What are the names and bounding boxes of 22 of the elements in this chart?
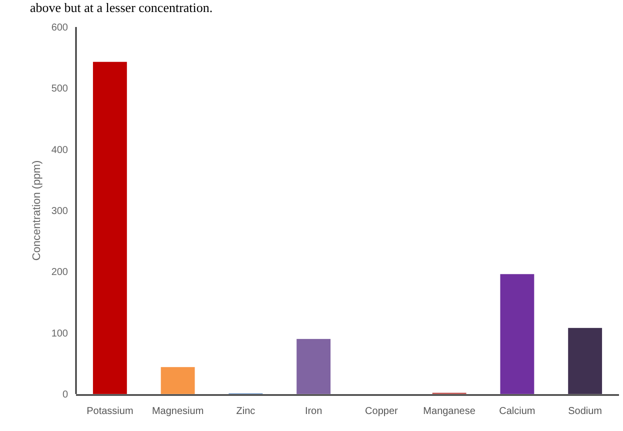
x-tick-label: Sodium (568, 406, 602, 417)
x-tick-label: Manganese (423, 406, 476, 417)
y-tick-label: 100 (51, 328, 68, 340)
y-tick-label: 500 (51, 84, 68, 95)
x-tick-label: Calcium (499, 406, 536, 417)
bar (500, 274, 534, 394)
y-tick-label: 300 (51, 206, 68, 217)
y-tick-label: 200 (51, 267, 68, 278)
y-axis-title: Concentration (ppm) (31, 160, 43, 261)
text: above but at a lesser concentration. (30, 0, 213, 15)
x-tick-label: Potassium (86, 406, 134, 417)
bar (296, 338, 331, 394)
bar (568, 328, 602, 394)
x-tick-label: Copper (365, 406, 398, 417)
bar (160, 367, 195, 394)
x-tick-label: Magnesium (152, 406, 204, 417)
y-tick-label: 600 (51, 22, 68, 34)
y-tick-label: 0 (62, 390, 68, 400)
y-tick-label: 400 (51, 144, 68, 156)
x-tick-label: Iron (304, 406, 322, 417)
bar (92, 62, 127, 394)
x-tick-label: Zinc (236, 406, 256, 417)
